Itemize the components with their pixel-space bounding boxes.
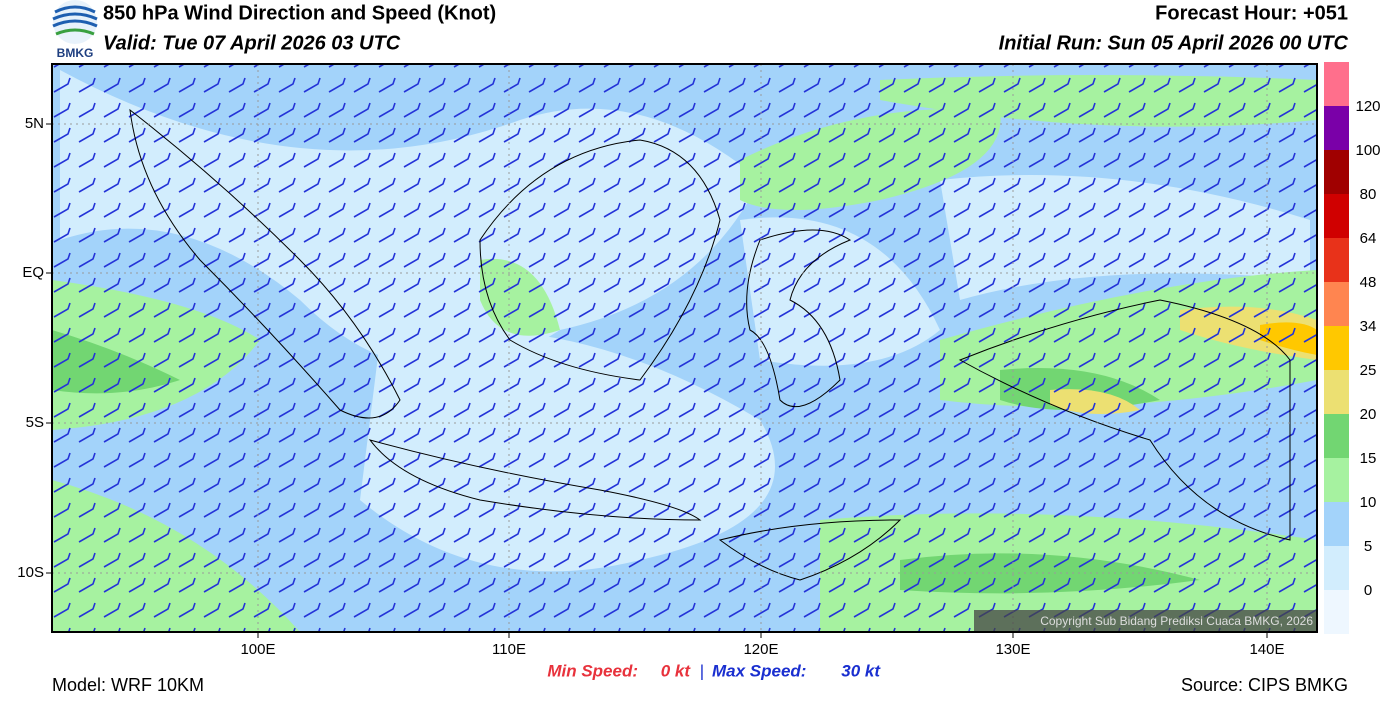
forecast-hour: Forecast Hour: +051: [1155, 2, 1348, 24]
lat-label: EQ: [22, 264, 44, 281]
lon-label: 140E: [1249, 641, 1284, 658]
colorbar-label: 34: [1360, 318, 1377, 335]
colorbar-segment: [1324, 238, 1349, 282]
colorbar-segment: [1324, 194, 1349, 238]
copyright-box: [974, 610, 1317, 632]
lat-label: 10S: [17, 564, 44, 581]
colorbar-segment: [1324, 62, 1349, 106]
colorbar-label: 48: [1360, 274, 1377, 291]
colorbar-label: 100: [1355, 142, 1380, 159]
max-speed-label: Max Speed:: [712, 661, 806, 680]
colorbar-label: 25: [1360, 362, 1377, 379]
logo: BMKG: [52, 0, 98, 60]
colorbar-segment: [1324, 326, 1349, 370]
lon-label: 130E: [995, 641, 1030, 658]
model: Model: WRF 10KM: [52, 675, 204, 695]
logo-text: BMKG: [57, 46, 94, 60]
lon-label: 100E: [240, 641, 275, 658]
colorbar-label: 5: [1364, 538, 1372, 555]
colorbar-segment: [1324, 502, 1349, 546]
wind-field: Copyright Sub Bidang Prediksi Cuaca BMKG…: [52, 64, 1317, 632]
title: 850 hPa Wind Direction and Speed (Knot): [103, 2, 496, 24]
source: Source: CIPS BMKG: [1181, 675, 1348, 695]
colorbar: 120 100 80 64 48 34 25 20 15 10 5 0: [1324, 62, 1381, 634]
lon-label: 110E: [492, 641, 526, 658]
colorbar-label: 64: [1360, 230, 1377, 247]
colorbar-segment: [1324, 590, 1349, 634]
colorbar-label: 120: [1355, 98, 1380, 115]
max-speed-value: 30 kt: [841, 661, 881, 680]
colorbar-label: 0: [1364, 582, 1372, 599]
lon-labels: 100E 110E 120E 130E 140E: [240, 632, 1285, 658]
separator: |: [700, 661, 704, 680]
colorbar-label: 20: [1360, 406, 1377, 423]
graticule: [52, 64, 1317, 632]
colorbar-segment: [1324, 370, 1349, 414]
colorbar-segment: [1324, 282, 1349, 326]
lat-labels: 5N EQ 5S 10S: [17, 115, 52, 581]
lon-label: 120E: [743, 641, 778, 658]
colorbar-segment: [1324, 414, 1349, 458]
map-frame: [51, 63, 1318, 633]
initial-run: Initial Run: Sun 05 April 2026 00 UTC: [999, 32, 1349, 54]
lat-label: 5N: [25, 115, 44, 132]
min-speed-value: 0 kt: [661, 661, 692, 680]
min-speed-label: Min Speed:: [547, 661, 638, 680]
lat-label: 5S: [26, 414, 44, 431]
colorbar-segment: [1324, 546, 1349, 590]
colorbar-label: 80: [1360, 186, 1377, 203]
valid-time: Valid: Tue 07 April 2026 03 UTC: [103, 32, 401, 54]
copyright: Copyright Sub Bidang Prediksi Cuaca BMKG…: [1040, 614, 1313, 628]
coastlines: [129, 108, 1291, 581]
colorbar-segment: [1324, 106, 1349, 150]
colorbar-label: 10: [1360, 494, 1377, 511]
colorbar-segment: [1324, 150, 1349, 194]
colorbar-segment: [1324, 458, 1349, 502]
colorbar-label: 15: [1360, 450, 1377, 467]
